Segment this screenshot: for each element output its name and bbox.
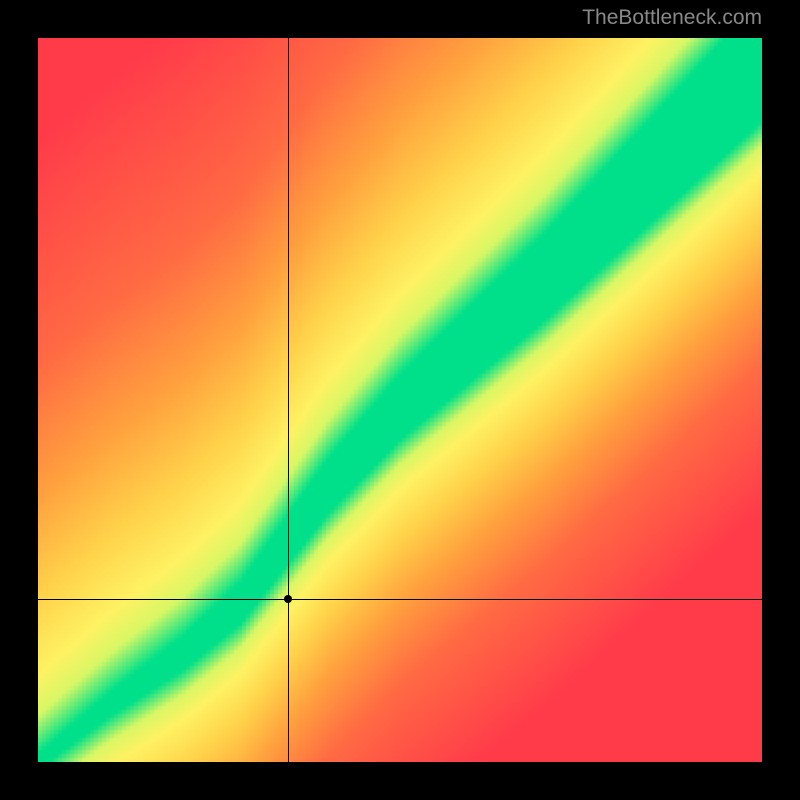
watermark-text: TheBottleneck.com: [582, 6, 762, 30]
crosshair-horizontal: [38, 599, 762, 600]
crosshair-dot: [284, 595, 292, 603]
heatmap-plot: [38, 38, 762, 762]
heatmap-canvas: [38, 38, 762, 762]
crosshair-vertical: [288, 38, 289, 762]
